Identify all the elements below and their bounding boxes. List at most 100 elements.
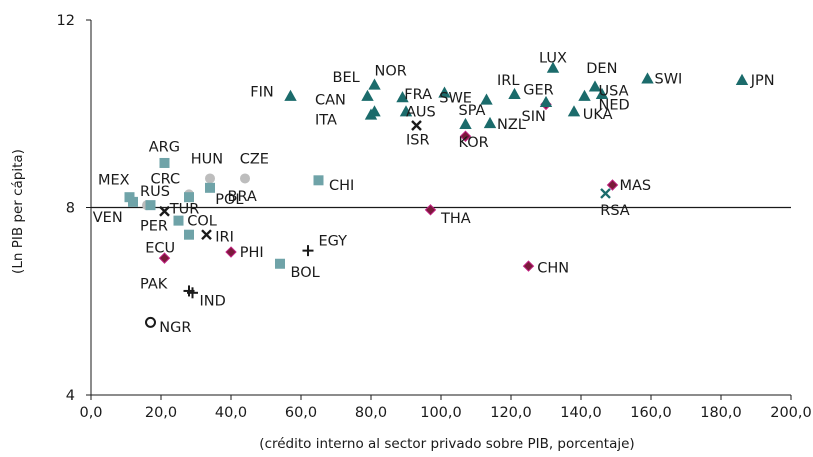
x-tick-label: 200,0 bbox=[770, 405, 812, 421]
point-tur-stroke-b bbox=[159, 205, 170, 217]
point-tur bbox=[159, 205, 170, 217]
y-axis-title: (Ln PIB per cápita) bbox=[10, 149, 26, 274]
point-isr bbox=[411, 120, 422, 131]
point-ngr bbox=[145, 316, 156, 328]
label-nzl: NZL bbox=[497, 117, 526, 133]
label-den: DEN bbox=[586, 61, 617, 77]
label-chn: CHN bbox=[537, 261, 569, 277]
label-kor: KOR bbox=[459, 135, 489, 151]
point-rsa bbox=[600, 188, 611, 199]
x-tick-label: 20,0 bbox=[145, 405, 177, 421]
point-mas bbox=[606, 179, 619, 191]
point-nzl bbox=[483, 116, 497, 129]
y-tick-label: 4 bbox=[66, 388, 75, 404]
point-fra bbox=[396, 91, 409, 103]
x-tick-label: 40,0 bbox=[215, 405, 247, 421]
point-fin bbox=[284, 89, 297, 101]
label-swe: SWE bbox=[439, 90, 472, 106]
point-ven bbox=[128, 196, 138, 207]
label-mex: MEX bbox=[98, 172, 130, 188]
label-ngr: NGR bbox=[159, 320, 191, 336]
label-mas: MAS bbox=[620, 178, 652, 194]
point-nor bbox=[368, 78, 381, 90]
axes: 0,0 20,0 40,0 60,0 80,0 100,0 120,0 140,0 160,0 1… bbox=[57, 13, 812, 421]
label-swi: SWI bbox=[655, 72, 683, 88]
point-swi bbox=[641, 72, 654, 84]
label-usa: USA bbox=[599, 83, 629, 99]
label-tha: THA bbox=[440, 211, 471, 227]
label-bol: BOL bbox=[291, 265, 320, 281]
x-tick-label: 120,0 bbox=[490, 405, 532, 421]
point-irl bbox=[508, 87, 521, 100]
label-irl: IRL bbox=[497, 73, 519, 89]
label-pol: POL bbox=[215, 192, 243, 208]
point-iri bbox=[201, 229, 212, 241]
label-pak: PAK bbox=[140, 276, 168, 292]
point-chn bbox=[522, 260, 535, 272]
label-spa: SPA bbox=[459, 103, 486, 119]
label-ned: NED bbox=[599, 97, 630, 113]
point-rsa-stroke-b bbox=[600, 188, 611, 199]
label-sin: SIN bbox=[522, 109, 546, 125]
label-per: PER bbox=[140, 218, 168, 234]
point-usa bbox=[595, 87, 609, 100]
label-egy: EGY bbox=[319, 233, 348, 249]
label-fra: FRA bbox=[404, 87, 432, 103]
point-arg bbox=[159, 157, 170, 168]
point-egy bbox=[302, 245, 314, 257]
x-tick-label: 60,0 bbox=[285, 405, 317, 421]
point-ecu bbox=[158, 252, 171, 264]
point-lux bbox=[546, 61, 560, 73]
label-uka: UKA bbox=[583, 107, 613, 123]
point-unlabeled bbox=[184, 229, 194, 240]
label-rus: RUS bbox=[140, 184, 170, 200]
label-jpn: JPN bbox=[750, 73, 775, 89]
x-tick-label: 140,0 bbox=[560, 405, 602, 421]
label-ven: VEN bbox=[93, 210, 123, 226]
label-fin: FIN bbox=[250, 84, 273, 100]
label-ger: GER bbox=[523, 82, 553, 98]
label-col: COL bbox=[187, 214, 217, 230]
point-per bbox=[145, 200, 156, 211]
label-cze: CZE bbox=[240, 151, 269, 167]
x-tick-label: 0,0 bbox=[79, 405, 102, 421]
label-crc: CRC bbox=[151, 171, 181, 187]
x-tick-label: 100,0 bbox=[420, 405, 462, 421]
point-aus bbox=[459, 117, 472, 130]
point-crc bbox=[184, 192, 194, 203]
point-jpn bbox=[735, 73, 749, 85]
label-ita: ITA bbox=[315, 112, 337, 128]
point-uka bbox=[567, 105, 581, 117]
point-ned bbox=[578, 89, 591, 101]
point-pol bbox=[205, 182, 215, 193]
label-can: CAN bbox=[315, 93, 346, 109]
point-sin bbox=[539, 95, 553, 107]
point-can bbox=[399, 105, 413, 117]
label-chi: CHI bbox=[329, 178, 354, 194]
point-swe bbox=[438, 86, 451, 98]
x-tick-label: 80,0 bbox=[355, 405, 387, 421]
point-tha bbox=[424, 204, 437, 216]
x-axis-title: (crédito interno al sector privado sobre… bbox=[259, 436, 634, 452]
data-points bbox=[124, 61, 749, 328]
label-iri: IRI bbox=[215, 230, 234, 246]
point-col bbox=[173, 215, 184, 226]
label-hun: HUN bbox=[191, 151, 223, 167]
label-nor: NOR bbox=[375, 64, 407, 80]
label-rsa: RSA bbox=[600, 203, 630, 219]
point-iri-stroke-b bbox=[201, 229, 212, 241]
label-lux: LUX bbox=[539, 51, 567, 67]
label-bra: BRA bbox=[228, 189, 257, 205]
point-bel bbox=[361, 89, 374, 101]
point-kor bbox=[459, 130, 472, 142]
point-cze bbox=[240, 173, 250, 184]
y-tick-label: 8 bbox=[66, 201, 75, 217]
point-ind bbox=[187, 287, 198, 299]
point-spa bbox=[480, 93, 493, 105]
y-tick-label: 12 bbox=[57, 13, 75, 29]
point-hun bbox=[205, 173, 215, 184]
label-ecu: ECU bbox=[145, 240, 175, 256]
label-aus: AUS bbox=[406, 104, 436, 120]
